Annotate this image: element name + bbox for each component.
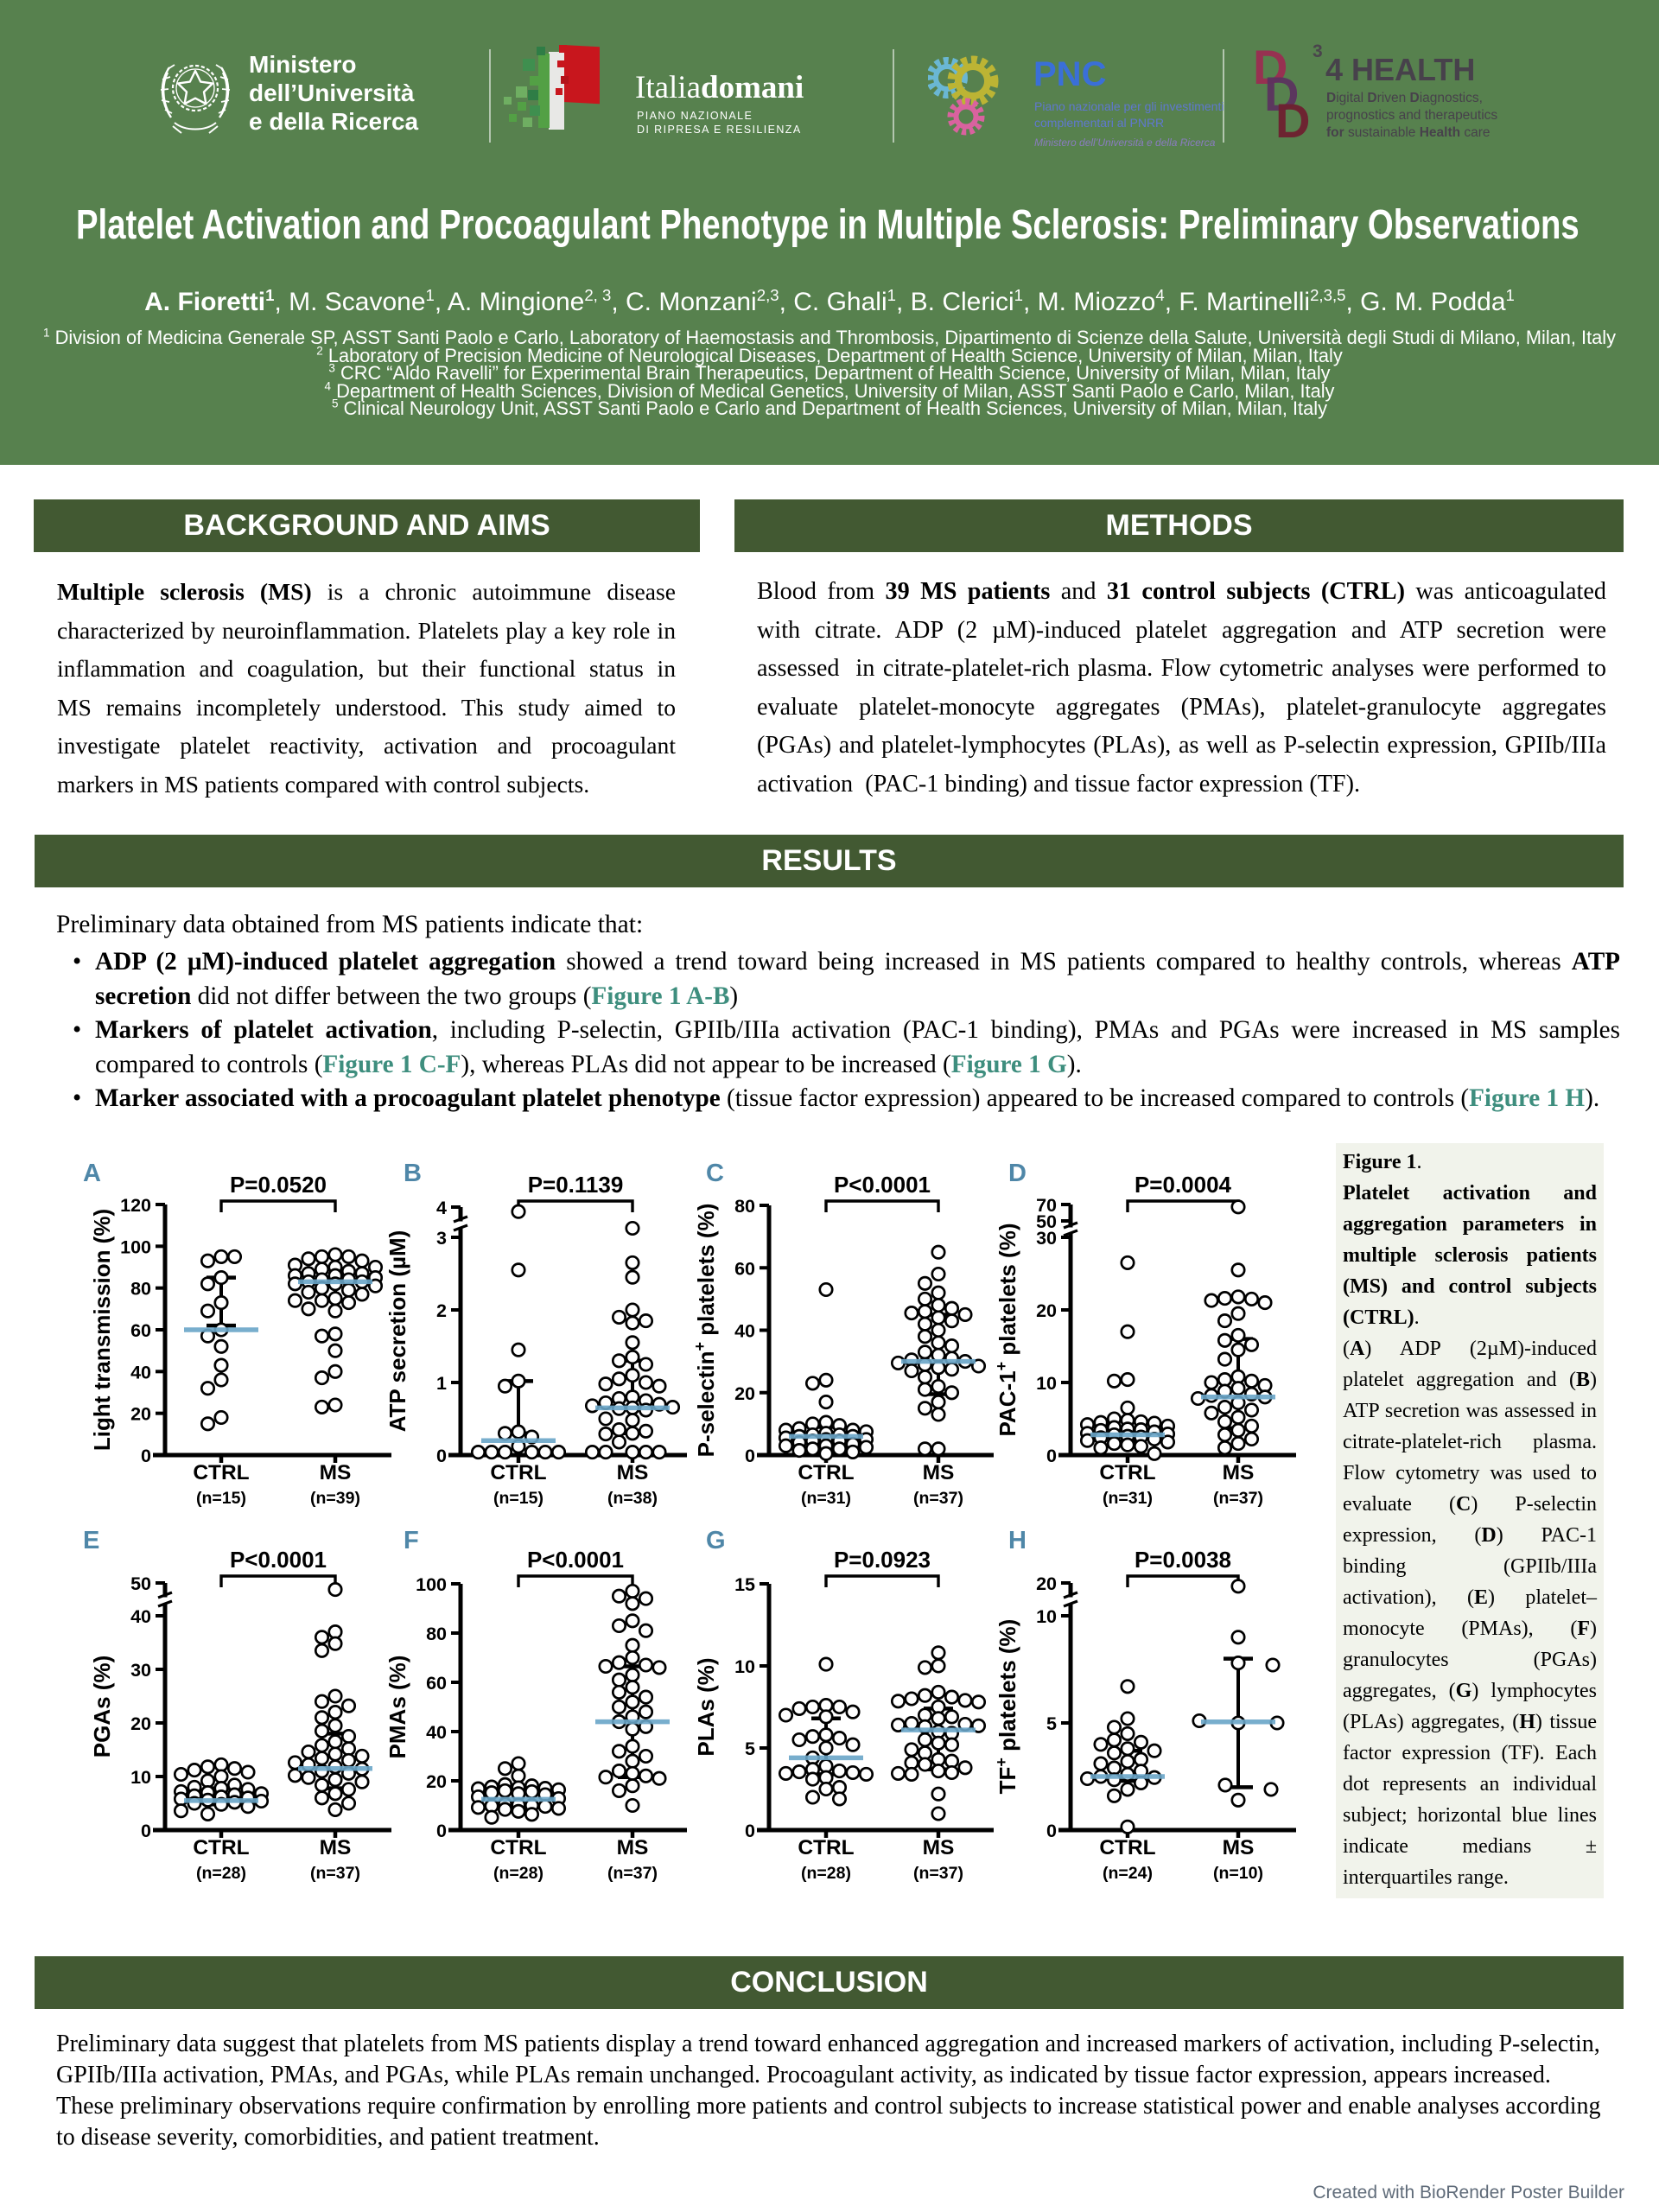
svg-text:ATP secretion (µM): ATP secretion (µM) bbox=[385, 1230, 410, 1433]
svg-text:(n=38): (n=38) bbox=[607, 1489, 658, 1508]
svg-text:40: 40 bbox=[130, 1362, 151, 1382]
svg-text:40: 40 bbox=[130, 1606, 151, 1627]
svg-text:D: D bbox=[1008, 1160, 1027, 1187]
svg-text:80: 80 bbox=[734, 1196, 755, 1217]
svg-text:40: 40 bbox=[734, 1321, 755, 1342]
svg-text:P=0.1139: P=0.1139 bbox=[528, 1172, 624, 1198]
svg-text:70: 70 bbox=[1036, 1195, 1057, 1216]
svg-text:100: 100 bbox=[120, 1236, 151, 1257]
svg-text:40: 40 bbox=[426, 1722, 447, 1743]
svg-text:50: 50 bbox=[1036, 1211, 1057, 1232]
svg-text:MS: MS bbox=[320, 1836, 352, 1859]
svg-text:1: 1 bbox=[436, 1373, 447, 1394]
svg-text:P=0.0004: P=0.0004 bbox=[1135, 1172, 1232, 1198]
svg-text:G: G bbox=[706, 1527, 726, 1554]
svg-text:10: 10 bbox=[734, 1656, 755, 1677]
svg-text:B: B bbox=[404, 1160, 422, 1187]
svg-text:(n=24): (n=24) bbox=[1103, 1864, 1153, 1883]
svg-text:(n=37): (n=37) bbox=[607, 1864, 658, 1883]
svg-text:20: 20 bbox=[130, 1404, 151, 1425]
svg-text:MS: MS bbox=[923, 1461, 955, 1484]
svg-text:(n=37): (n=37) bbox=[310, 1864, 360, 1883]
svg-text:P<0.0001: P<0.0001 bbox=[834, 1172, 931, 1198]
svg-text:TF+ platelets (%): TF+ platelets (%) bbox=[993, 1619, 1020, 1795]
svg-text:80: 80 bbox=[130, 1279, 151, 1300]
svg-text:10: 10 bbox=[130, 1767, 151, 1788]
svg-text:P<0.0001: P<0.0001 bbox=[527, 1547, 624, 1573]
svg-text:MS: MS bbox=[320, 1461, 352, 1484]
svg-text:P=0.0520: P=0.0520 bbox=[230, 1172, 327, 1198]
svg-text:(n=31): (n=31) bbox=[801, 1489, 851, 1508]
svg-text:CTRL: CTRL bbox=[193, 1461, 249, 1484]
svg-text:C: C bbox=[706, 1160, 724, 1187]
svg-text:20: 20 bbox=[130, 1713, 151, 1734]
svg-text:60: 60 bbox=[734, 1258, 755, 1279]
svg-text:P=0.0923: P=0.0923 bbox=[834, 1547, 931, 1573]
svg-text:30: 30 bbox=[130, 1660, 151, 1681]
svg-text:PLAs (%): PLAs (%) bbox=[693, 1657, 719, 1756]
svg-text:PAC-1+ platelets (%): PAC-1+ platelets (%) bbox=[993, 1224, 1020, 1437]
svg-text:(n=28): (n=28) bbox=[196, 1864, 246, 1883]
svg-text:P-selectin+ platelets (%): P-selectin+ platelets (%) bbox=[691, 1204, 719, 1458]
svg-text:CTRL: CTRL bbox=[798, 1836, 854, 1859]
svg-text:20: 20 bbox=[734, 1383, 755, 1404]
svg-text:(n=28): (n=28) bbox=[493, 1864, 543, 1883]
svg-text:PGAs (%): PGAs (%) bbox=[89, 1656, 115, 1758]
svg-text:PMAs (%): PMAs (%) bbox=[385, 1656, 410, 1759]
svg-text:H: H bbox=[1008, 1527, 1027, 1554]
svg-text:60: 60 bbox=[426, 1673, 447, 1694]
svg-text:P<0.0001: P<0.0001 bbox=[230, 1547, 327, 1573]
svg-text:(n=15): (n=15) bbox=[196, 1489, 246, 1508]
svg-text:MS: MS bbox=[1223, 1461, 1255, 1484]
svg-text:10: 10 bbox=[1036, 1373, 1057, 1394]
svg-text:MS: MS bbox=[923, 1836, 955, 1859]
svg-text:20: 20 bbox=[426, 1771, 447, 1792]
svg-text:(n=39): (n=39) bbox=[310, 1489, 360, 1508]
svg-text:0: 0 bbox=[141, 1446, 151, 1466]
svg-text:CTRL: CTRL bbox=[490, 1461, 546, 1484]
svg-text:MS: MS bbox=[617, 1836, 649, 1859]
svg-text:50: 50 bbox=[130, 1573, 151, 1594]
svg-text:MS: MS bbox=[1223, 1836, 1255, 1859]
svg-text:20: 20 bbox=[1036, 1573, 1057, 1594]
svg-text:2: 2 bbox=[436, 1300, 447, 1321]
svg-text:0: 0 bbox=[436, 1446, 447, 1466]
svg-text:(n=28): (n=28) bbox=[801, 1864, 851, 1883]
svg-text:30: 30 bbox=[1036, 1228, 1057, 1249]
svg-text:F: F bbox=[404, 1527, 419, 1554]
svg-text:Light transmission (%): Light transmission (%) bbox=[89, 1209, 115, 1451]
svg-text:3: 3 bbox=[436, 1228, 447, 1249]
svg-text:A: A bbox=[83, 1160, 101, 1187]
svg-text:MS: MS bbox=[617, 1461, 649, 1484]
svg-text:CTRL: CTRL bbox=[193, 1836, 249, 1859]
svg-text:0: 0 bbox=[436, 1821, 447, 1841]
svg-text:20: 20 bbox=[1036, 1300, 1057, 1321]
svg-text:E: E bbox=[83, 1527, 99, 1554]
svg-text:(n=15): (n=15) bbox=[493, 1489, 543, 1508]
svg-text:60: 60 bbox=[130, 1320, 151, 1341]
svg-text:0: 0 bbox=[1046, 1821, 1057, 1841]
svg-text:120: 120 bbox=[120, 1195, 151, 1216]
svg-text:CTRL: CTRL bbox=[1099, 1836, 1155, 1859]
svg-text:CTRL: CTRL bbox=[1099, 1461, 1155, 1484]
svg-text:CTRL: CTRL bbox=[490, 1836, 546, 1859]
svg-text:(n=37): (n=37) bbox=[1213, 1489, 1263, 1508]
svg-text:(n=37): (n=37) bbox=[913, 1864, 963, 1883]
svg-text:100: 100 bbox=[416, 1574, 447, 1595]
svg-text:80: 80 bbox=[426, 1624, 447, 1644]
svg-text:(n=37): (n=37) bbox=[913, 1489, 963, 1508]
svg-text:P=0.0038: P=0.0038 bbox=[1135, 1547, 1231, 1573]
svg-text:0: 0 bbox=[1046, 1446, 1057, 1466]
svg-text:5: 5 bbox=[1046, 1713, 1057, 1734]
svg-text:CTRL: CTRL bbox=[798, 1461, 854, 1484]
svg-text:(n=10): (n=10) bbox=[1213, 1864, 1263, 1883]
svg-text:(n=31): (n=31) bbox=[1103, 1489, 1153, 1508]
svg-text:5: 5 bbox=[745, 1738, 755, 1759]
svg-text:0: 0 bbox=[745, 1821, 755, 1841]
svg-text:15: 15 bbox=[734, 1574, 755, 1595]
svg-text:10: 10 bbox=[1036, 1606, 1057, 1627]
svg-text:0: 0 bbox=[141, 1821, 151, 1841]
svg-text:0: 0 bbox=[745, 1446, 755, 1466]
svg-text:4: 4 bbox=[436, 1198, 447, 1218]
